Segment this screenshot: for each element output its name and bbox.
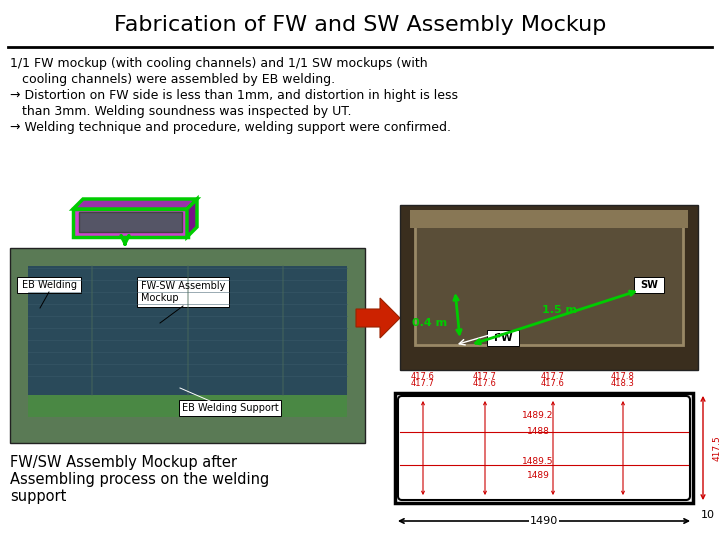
Text: Fabrication of FW and SW Assembly Mockup: Fabrication of FW and SW Assembly Mockup — [114, 15, 606, 35]
Text: 1489.5: 1489.5 — [522, 456, 554, 465]
Text: 417.7: 417.7 — [541, 372, 565, 381]
Text: FW: FW — [494, 333, 513, 343]
Text: 10: 10 — [701, 510, 715, 520]
Polygon shape — [73, 199, 197, 209]
Bar — [28, 266, 347, 406]
Text: SW: SW — [640, 280, 658, 290]
Bar — [400, 205, 698, 370]
Text: 417.7: 417.7 — [411, 379, 435, 388]
Polygon shape — [187, 199, 197, 237]
FancyBboxPatch shape — [398, 396, 690, 500]
Text: Assembling process on the welding: Assembling process on the welding — [10, 472, 269, 487]
FancyBboxPatch shape — [487, 330, 519, 346]
Text: FW/SW Assembly Mockup after: FW/SW Assembly Mockup after — [10, 455, 237, 470]
Text: 417.7: 417.7 — [473, 372, 497, 381]
Bar — [73, 209, 188, 237]
FancyBboxPatch shape — [137, 277, 229, 307]
Text: 418.3: 418.3 — [611, 379, 635, 388]
Text: than 3mm. Welding soundness was inspected by UT.: than 3mm. Welding soundness was inspecte… — [10, 105, 351, 118]
Text: 1490: 1490 — [530, 516, 558, 526]
Bar — [28, 395, 347, 417]
FancyBboxPatch shape — [17, 277, 81, 293]
Text: 1/1 FW mockup (with cooling channels) and 1/1 SW mockups (with: 1/1 FW mockup (with cooling channels) an… — [10, 57, 428, 70]
Text: 417.6: 417.6 — [473, 379, 497, 388]
Text: cooling channels) were assembled by EB welding.: cooling channels) were assembled by EB w… — [10, 73, 335, 86]
Text: 1.5 m: 1.5 m — [542, 305, 577, 315]
FancyBboxPatch shape — [634, 277, 664, 293]
Text: 417.6: 417.6 — [541, 379, 565, 388]
Bar — [415, 225, 683, 345]
Bar — [410, 210, 688, 228]
Text: 417.8: 417.8 — [611, 372, 635, 381]
Text: → Distortion on FW side is less than 1mm, and distortion in hight is less: → Distortion on FW side is less than 1mm… — [10, 89, 458, 102]
Text: 1489.2: 1489.2 — [522, 410, 554, 420]
Bar — [10, 248, 365, 443]
Text: EB Welding: EB Welding — [22, 280, 76, 290]
Text: support: support — [10, 489, 66, 504]
Bar — [395, 393, 693, 503]
Text: EB Welding Support: EB Welding Support — [181, 403, 279, 413]
Text: 1488: 1488 — [526, 427, 549, 435]
Polygon shape — [356, 298, 400, 338]
Text: 0.4 m: 0.4 m — [413, 318, 448, 328]
Text: 417.6: 417.6 — [411, 372, 435, 381]
Text: → Welding technique and procedure, welding support were confirmed.: → Welding technique and procedure, weldi… — [10, 121, 451, 134]
Text: 417.5: 417.5 — [713, 435, 720, 461]
Text: FW-SW Assembly
Mockup: FW-SW Assembly Mockup — [141, 281, 225, 303]
Text: 1489: 1489 — [526, 470, 549, 480]
FancyBboxPatch shape — [179, 400, 281, 416]
Bar — [79, 212, 182, 232]
